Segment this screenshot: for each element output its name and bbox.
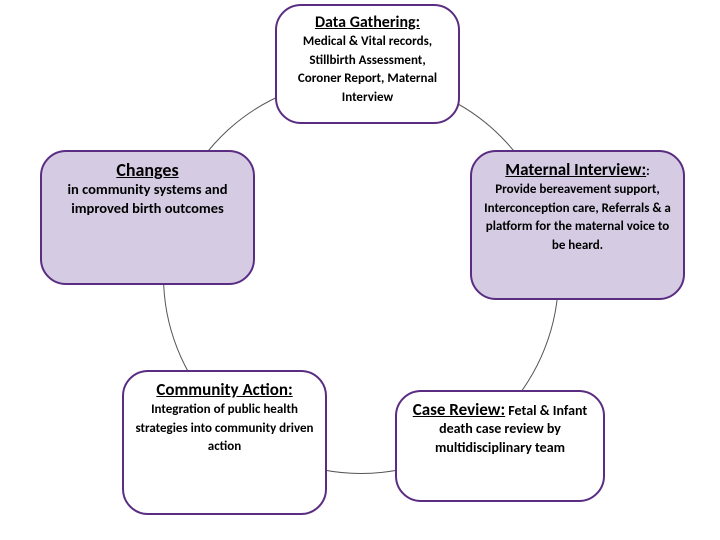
node-body: Integration of public health strategies …	[135, 402, 313, 454]
node-community-action: Community Action:Integration of public h…	[122, 370, 327, 515]
node-data-gathering: Data Gathering: Medical & Vital records, …	[275, 4, 460, 124]
node-title: Community Action:	[156, 379, 292, 400]
node-body: Provide bereavement support, Interconcep…	[484, 182, 671, 252]
node-changes: Changesin community systems and improved…	[40, 150, 255, 285]
node-title-suffix: :	[646, 164, 650, 179]
node-title: Changes	[116, 159, 178, 181]
node-title: Data Gathering:	[315, 13, 420, 32]
node-maternal-interview: Maternal Interview::Provide bereavement …	[470, 150, 685, 300]
node-title: Case Review:	[413, 399, 505, 420]
node-case-review: Case Review: Fetal & Infant death case r…	[395, 390, 605, 502]
node-title: Maternal Interview:	[505, 159, 646, 180]
node-body: in community systems and improved birth …	[68, 180, 228, 216]
node-body: Medical & Vital records, Stillbirth Asse…	[298, 34, 437, 104]
